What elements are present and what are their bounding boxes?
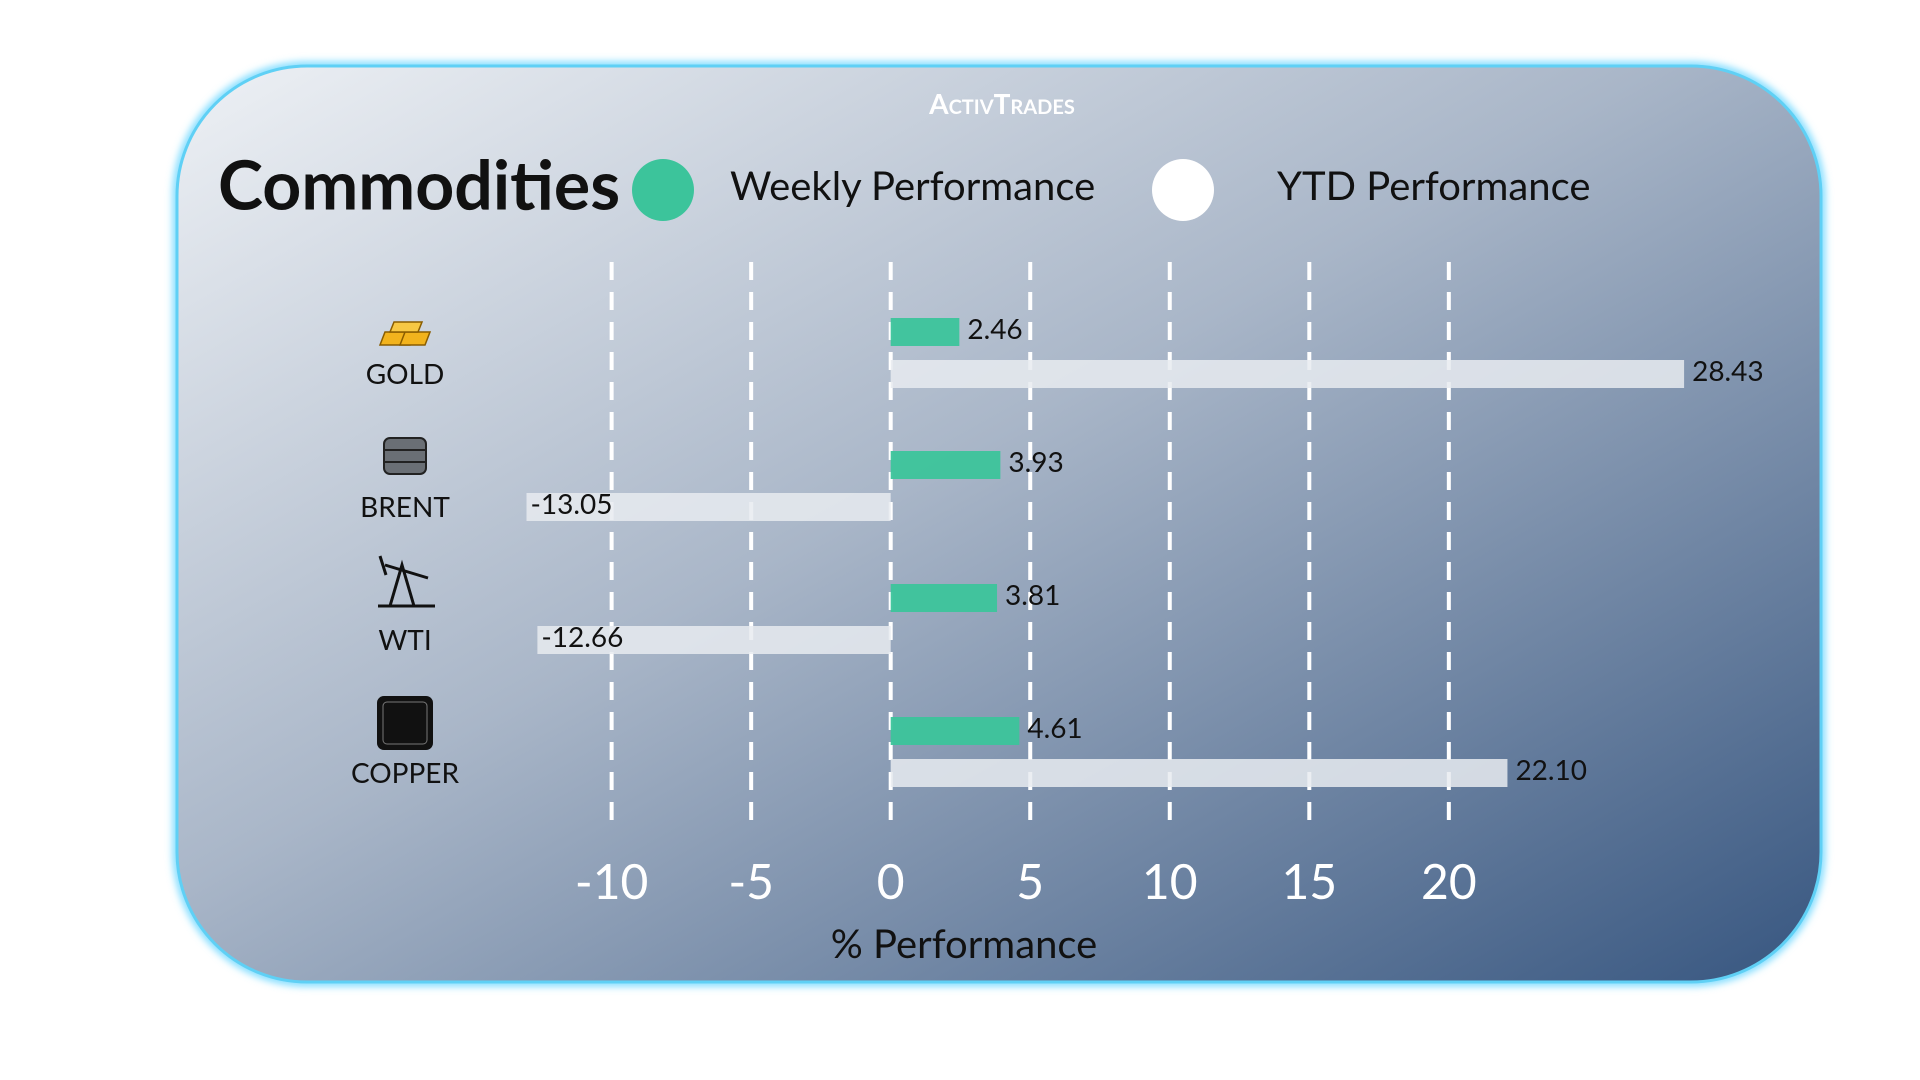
x-tick-label: 5	[1016, 853, 1044, 910]
bar	[890, 451, 1001, 479]
x-tick-label: 15	[1281, 853, 1337, 910]
legend-label: YTD Performance	[1277, 161, 1590, 209]
category-label: WTI	[378, 622, 431, 656]
x-axis-label: % Performance	[831, 919, 1098, 967]
legend-swatch	[632, 159, 694, 221]
value-label: -13.05	[531, 486, 613, 520]
value-label: 2.46	[967, 311, 1022, 345]
value-label: 3.93	[1008, 444, 1063, 478]
legend-label: Weekly Performance	[730, 161, 1095, 209]
gold-icon	[378, 321, 432, 346]
brand-logo: ActivTrades	[928, 86, 1075, 120]
brent-icon	[383, 437, 427, 475]
icons	[377, 321, 435, 750]
copper-icon	[377, 696, 433, 750]
bar	[890, 584, 998, 612]
bar	[537, 626, 891, 654]
bar	[526, 493, 891, 521]
value-label: 22.10	[1515, 752, 1587, 786]
category-label: GOLD	[366, 356, 445, 390]
bar	[890, 360, 1685, 388]
value-label: 4.61	[1027, 710, 1082, 744]
value-label: 3.81	[1005, 577, 1060, 611]
x-tick-label: 0	[877, 853, 905, 910]
value-label: 28.43	[1692, 353, 1764, 387]
card	[175, 64, 1823, 984]
legend-swatch	[1152, 159, 1214, 221]
x-tick-label: 10	[1142, 853, 1198, 910]
x-tick-label: -5	[728, 853, 774, 910]
bar	[890, 318, 960, 346]
bar	[890, 717, 1020, 745]
chart-title: Commodities	[218, 143, 620, 224]
x-tick-label: -10	[575, 853, 649, 910]
value-label: -12.66	[541, 619, 623, 653]
category-label: COPPER	[351, 755, 460, 789]
category-label: BRENT	[360, 489, 450, 523]
x-tick-label: 20	[1421, 853, 1477, 910]
bar	[890, 759, 1508, 787]
wti-icon	[378, 555, 435, 608]
